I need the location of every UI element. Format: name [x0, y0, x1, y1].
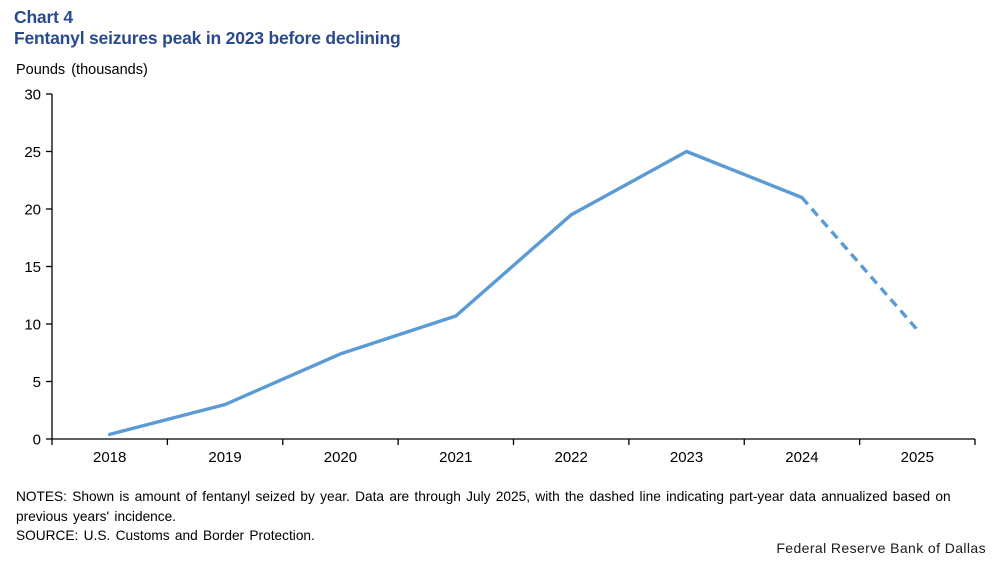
y-axis-tick-label: 25 — [24, 144, 41, 161]
x-axis-tick-label: 2019 — [208, 449, 241, 466]
footer-notes-block: NOTES: Shown is amount of fentanyl seize… — [16, 487, 956, 546]
x-axis-tick-label: 2021 — [439, 449, 472, 466]
chart-number: Chart 4 — [14, 7, 73, 27]
x-axis-tick-label: 2020 — [324, 449, 357, 466]
x-axis-tick-label: 2022 — [555, 449, 588, 466]
chart-source: SOURCE: U.S. Customs and Border Protecti… — [16, 528, 315, 543]
series-line-dashed — [800, 196, 919, 331]
x-axis-tick-label: 2018 — [93, 449, 126, 466]
x-axis-tick-label: 2023 — [670, 449, 703, 466]
x-axis-tick-label: 2025 — [901, 449, 934, 466]
y-axis-unit-label: Pounds (thousands) — [16, 62, 148, 78]
chart-title: Fentanyl seizures peak in 2023 before de… — [14, 28, 401, 48]
y-axis-tick-label: 0 — [33, 431, 41, 448]
y-axis-tick-label: 30 — [24, 86, 41, 103]
x-axis-tick-label: 2024 — [785, 449, 818, 466]
y-axis-tick-label: 15 — [24, 259, 41, 276]
y-axis-tick-label: 20 — [24, 201, 41, 218]
series-line-solid — [107, 149, 804, 437]
title-block: Chart 4 Fentanyl seizures peak in 2023 b… — [14, 7, 401, 49]
org-attribution: Federal Reserve Bank of Dallas — [776, 540, 986, 556]
y-axis-tick-label: 5 — [33, 374, 41, 391]
chart-notes: NOTES: Shown is amount of fentanyl seize… — [16, 489, 951, 524]
y-axis-tick-label: 10 — [24, 316, 41, 333]
